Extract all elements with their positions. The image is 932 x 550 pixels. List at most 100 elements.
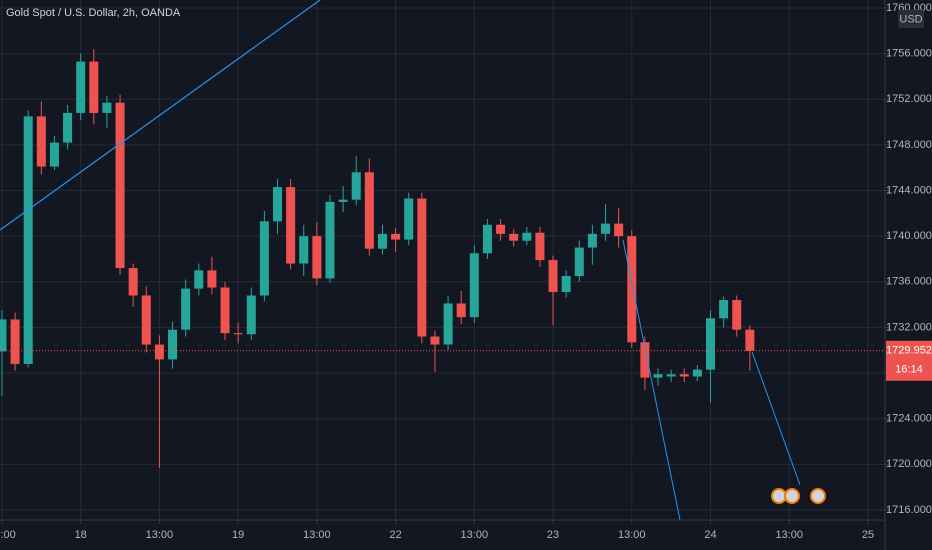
- candle-body: [522, 232, 532, 241]
- y-tick-label: 1740.000: [886, 230, 932, 242]
- candle-body: [732, 300, 742, 330]
- x-tick-label: 23: [547, 529, 559, 541]
- candle-body: [273, 187, 283, 222]
- candle-body: [535, 232, 545, 261]
- candle-body: [666, 374, 676, 377]
- candle-body: [627, 236, 637, 343]
- x-tick-label: 13:00: [461, 529, 489, 541]
- x-tick-label: 13:00: [618, 529, 646, 541]
- event-icon[interactable]: [784, 488, 800, 504]
- candle-body: [417, 198, 427, 337]
- y-tick-label: 1736.000: [886, 276, 932, 288]
- x-tick-label: 13:00: [0, 529, 16, 541]
- drawings: [0, 0, 826, 520]
- x-tick-label: 19: [232, 529, 244, 541]
- candle-body: [194, 270, 204, 289]
- candle-body: [89, 61, 99, 113]
- candle-body: [141, 295, 151, 345]
- candle-body: [679, 374, 689, 377]
- chart-title: Gold Spot / U.S. Dollar, 2h, OANDA: [6, 7, 181, 19]
- y-tick-label: 1716.000: [886, 504, 932, 516]
- event-icon[interactable]: [810, 488, 826, 504]
- candle-body: [299, 236, 309, 264]
- candle-body: [128, 268, 138, 296]
- candle-body: [246, 295, 256, 335]
- candle-body: [10, 319, 20, 364]
- candle-body: [653, 374, 663, 378]
- candles: [0, 49, 755, 468]
- candle-body: [482, 224, 492, 254]
- candle-body: [181, 288, 191, 330]
- candle-body: [745, 329, 755, 351]
- candle-body: [509, 233, 519, 241]
- candle-body: [325, 201, 335, 279]
- candle-body: [496, 224, 506, 234]
- candle-body: [640, 342, 650, 378]
- candle-body: [705, 318, 715, 370]
- candle-body: [430, 336, 440, 345]
- candle-body: [259, 221, 269, 296]
- candle-body: [587, 233, 597, 248]
- countdown-label: 16:14: [895, 364, 923, 376]
- candle-body: [49, 142, 59, 167]
- candle-body: [614, 223, 624, 237]
- candle-body: [115, 102, 125, 269]
- y-tick-label: 1744.000: [886, 184, 932, 196]
- candle-body: [469, 253, 479, 318]
- x-tick-label: 13:00: [775, 529, 803, 541]
- x-tick-label: 22: [389, 529, 401, 541]
- y-tick-label: 1748.000: [886, 139, 932, 151]
- candle-body: [233, 333, 243, 335]
- candle-body: [76, 61, 86, 113]
- candle-body: [207, 270, 217, 288]
- candle-body: [63, 112, 73, 143]
- candle-body: [23, 116, 33, 364]
- event-icon[interactable]: [771, 488, 787, 504]
- grid: [0, 0, 885, 520]
- candle-body: [102, 102, 112, 113]
- candle-body: [692, 369, 702, 377]
- candle-body: [404, 198, 414, 240]
- candle-body: [338, 199, 348, 202]
- y-tick-label: 1752.000: [886, 93, 932, 105]
- y-tick-label: 1732.000: [886, 321, 932, 333]
- x-tick-label: 13:00: [146, 529, 174, 541]
- candle-body: [0, 319, 7, 352]
- candle-body: [601, 223, 611, 234]
- candle-body: [154, 344, 164, 360]
- trend-line: [622, 239, 681, 520]
- x-tick-label: 13:00: [303, 529, 331, 541]
- trend-line: [751, 351, 801, 486]
- y-tick-label: 1724.000: [886, 413, 932, 425]
- candle-body: [351, 172, 361, 200]
- candle-body: [36, 116, 46, 167]
- candle-body: [548, 260, 558, 293]
- candle-body: [574, 247, 584, 277]
- candle-body: [719, 300, 729, 319]
- candle-body: [561, 276, 571, 293]
- candle-body: [456, 303, 466, 318]
- trend-line: [0, 0, 321, 231]
- y-tick-label: 1756.000: [886, 48, 932, 60]
- last-price-label: 1729.952: [886, 345, 932, 357]
- x-tick-label: 18: [75, 529, 87, 541]
- candle-body: [168, 329, 178, 360]
- last-price-box: [886, 340, 932, 381]
- y-tick-label: 1720.000: [886, 458, 932, 470]
- currency-button[interactable]: [898, 10, 924, 28]
- event-icons[interactable]: [771, 488, 826, 504]
- candle-body: [312, 236, 322, 279]
- candle-body: [364, 172, 374, 249]
- candle-body: [286, 187, 296, 264]
- candle-body: [443, 303, 453, 345]
- x-tick-label: 25: [862, 529, 874, 541]
- x-tick-label: 24: [704, 529, 716, 541]
- candle-body: [377, 233, 387, 249]
- candle-body: [220, 287, 230, 334]
- currency-label[interactable]: USD: [899, 13, 922, 25]
- candle-body: [391, 233, 401, 240]
